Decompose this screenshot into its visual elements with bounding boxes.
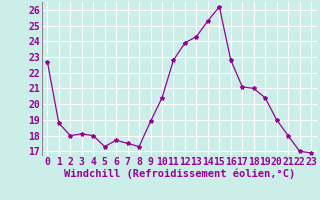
X-axis label: Windchill (Refroidissement éolien,°C): Windchill (Refroidissement éolien,°C) <box>64 169 295 179</box>
